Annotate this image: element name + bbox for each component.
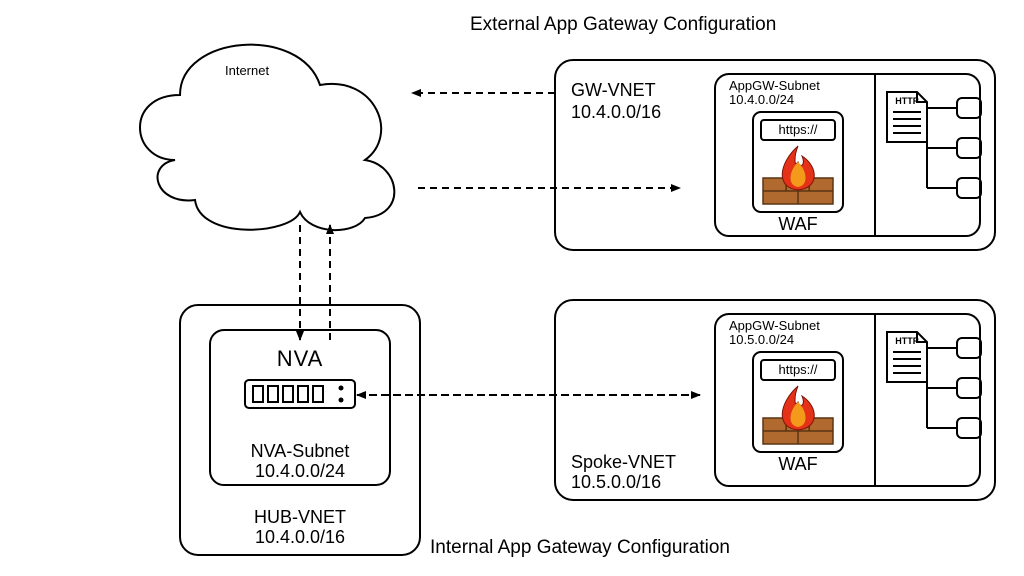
svg-text:10.5.0.0/16: 10.5.0.0/16 [571, 472, 661, 492]
svg-text:https://: https:// [778, 362, 817, 377]
svg-text:HTTP: HTTP [895, 96, 919, 106]
svg-text:HUB-VNET: HUB-VNET [254, 507, 346, 527]
appgw-group: AppGW-Subnet10.4.0.0/24 https:// WAF HTTP GW… [571, 74, 981, 236]
svg-text:https://: https:// [778, 122, 817, 137]
svg-text:NVA: NVA [277, 346, 324, 371]
svg-text:10.4.0.0/16: 10.4.0.0/16 [571, 102, 661, 122]
svg-text:NVA-Subnet: NVA-Subnet [251, 441, 350, 461]
svg-text:10.4.0.0/16: 10.4.0.0/16 [255, 527, 345, 547]
svg-text:AppGW-Subnet: AppGW-Subnet [729, 318, 820, 333]
svg-text:External App Gateway Configura: External App Gateway Configuration [470, 14, 776, 35]
svg-text:Internal App Gateway Configura: Internal App Gateway Configuration [430, 537, 730, 558]
svg-text:10.4.0.0/24: 10.4.0.0/24 [255, 461, 345, 481]
svg-text:Spoke-VNET: Spoke-VNET [571, 452, 676, 472]
svg-text:10.4.0.0/24: 10.4.0.0/24 [729, 92, 794, 107]
svg-text:WAF: WAF [778, 454, 817, 474]
svg-text:HTTP: HTTP [895, 336, 919, 346]
svg-text:10.5.0.0/24: 10.5.0.0/24 [729, 332, 794, 347]
internet-label: Internet [225, 63, 269, 78]
svg-text:GW-VNET: GW-VNET [571, 80, 656, 100]
svg-text:WAF: WAF [778, 214, 817, 234]
diagram-canvas: External App Gateway Configuration Intern… [0, 0, 1024, 576]
appgw-group: AppGW-Subnet10.5.0.0/24 https:// WAF HTTP Sp… [571, 314, 981, 492]
svg-text:AppGW-Subnet: AppGW-Subnet [729, 78, 820, 93]
